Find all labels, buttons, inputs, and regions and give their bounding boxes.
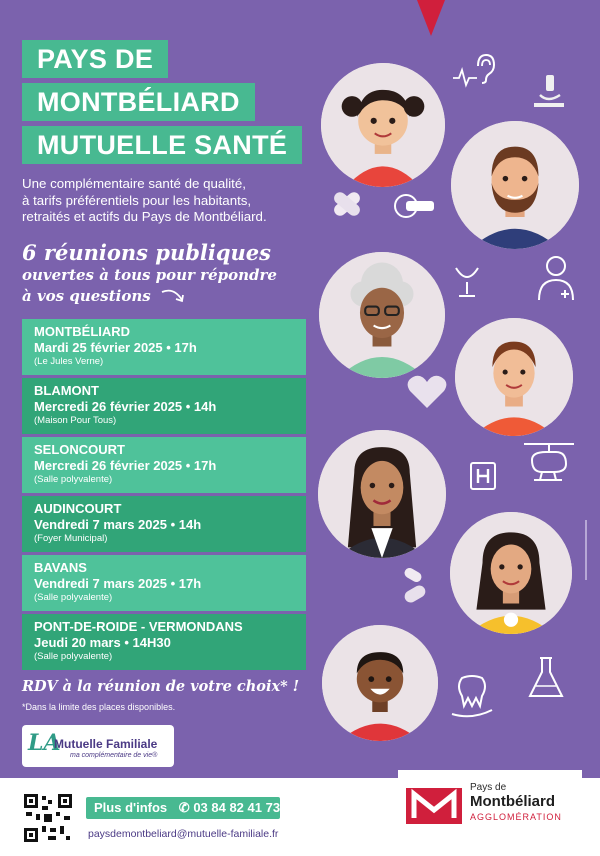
meeting-venue: (Maison Pour Tous): [34, 415, 117, 426]
curved-arrow-icon: [161, 289, 184, 303]
meeting-venue: (Salle polyvalente): [34, 651, 113, 662]
portrait-girl-pigtails: [321, 63, 445, 187]
qr-code-icon[interactable]: [24, 794, 72, 842]
microscope-icon: [534, 75, 564, 107]
mutuelle-familiale-logo: LA Mutuelle Familiale ma complémentaire …: [22, 725, 174, 767]
headline-open: ouvertes à tous pour répondre: [22, 266, 277, 284]
logo-name: Mutuelle Familiale: [54, 737, 158, 751]
hospital-icon: [470, 462, 496, 490]
contact-pill: Plus d'infos ✆ 03 84 82 41 73: [86, 797, 280, 819]
agglo-line-2: Montbéliard: [470, 793, 555, 810]
footer: Plus d'infos ✆ 03 84 82 41 73 paysdemont…: [0, 770, 600, 856]
red-triangle-decoration: [417, 0, 445, 36]
meeting-city: AUDINCOURT: [34, 501, 122, 516]
portrait-boy: [322, 625, 438, 741]
meeting-date: Vendredi 7 mars 2025 • 17h: [34, 576, 202, 591]
headline-questions: à vos questions: [22, 287, 151, 305]
intro-line: Une complémentaire santé de qualité,: [22, 176, 246, 191]
meeting-venue: (Le Jules Verne): [34, 356, 104, 367]
meeting-card: PONT-DE-ROIDE - VERMONDANS Jeudi 20 mars…: [22, 614, 306, 670]
intro-text: Une complémentaire santé de qualité, à t…: [22, 176, 312, 226]
rdv-callout: RDV à la réunion de votre choix* !: [22, 678, 300, 695]
pharmacy-cup-icon: [455, 267, 479, 297]
meeting-date: Vendredi 7 mars 2025 • 14h: [34, 517, 202, 532]
portrait-young-man: [455, 318, 573, 436]
logo-monogram: LA: [28, 730, 61, 756]
contact-phone[interactable]: 03 84 82 41 73: [193, 800, 281, 815]
headline-meetings: 6 réunions publiques: [22, 240, 271, 265]
doctor-icon: [538, 256, 574, 301]
meeting-venue: (Foyer Municipal): [34, 533, 108, 544]
meeting-date: Mercredi 26 février 2025 • 17h: [34, 458, 217, 473]
agglo-mark-icon: [406, 788, 462, 824]
meeting-venue: (Salle polyvalente): [34, 592, 113, 603]
title-line-1: PAYS DE: [22, 40, 169, 78]
intro-line: à tarifs préférentiels pour les habitant…: [22, 192, 252, 208]
meeting-city: SELONCOURT: [34, 442, 125, 457]
heart-icon: [407, 375, 447, 408]
portrait-bearded-man: [451, 121, 579, 249]
flask-icon: [528, 657, 564, 697]
scanner-icon: [394, 194, 434, 218]
footnote: *Dans la limite des places disponibles.: [22, 702, 176, 712]
meeting-card: BLAMONT Mercredi 26 février 2025 • 14h (…: [22, 378, 306, 434]
bandage-icon: [334, 192, 360, 216]
ear-icon: [477, 53, 496, 84]
intro-line: retraités et actifs du Pays de Montbélia…: [22, 209, 267, 224]
helicopter-icon: [524, 443, 574, 481]
tooth-icon: [451, 675, 493, 718]
meeting-card: SELONCOURT Mercredi 26 février 2025 • 17…: [22, 437, 306, 493]
stethoscope-icon: [453, 67, 477, 88]
meeting-city: PONT-DE-ROIDE - VERMONDANS: [34, 619, 243, 634]
meeting-date: Jeudi 20 mars • 14H30: [34, 635, 171, 650]
title-line-3: MUTUELLE SANTÉ: [22, 126, 303, 164]
portrait-grandmother: [319, 252, 445, 378]
contact-email[interactable]: paysdemontbeliard@mutuelle-familiale.fr: [88, 828, 279, 840]
meeting-venue: (Salle polyvalente): [34, 474, 113, 485]
vertical-credit-text: [585, 520, 587, 580]
montbeliard-agglo-logo: Pays de Montbéliard AGGLOMÉRATION: [398, 770, 582, 836]
meeting-card: MONTBÉLIARD Mardi 25 février 2025 • 17h …: [22, 319, 306, 375]
portrait-girl: [450, 512, 572, 634]
meeting-city: MONTBÉLIARD: [34, 324, 131, 339]
phone-icon: ✆: [178, 800, 190, 815]
meeting-date: Mardi 25 février 2025 • 17h: [34, 340, 197, 355]
agglo-line-3: AGGLOMÉRATION: [470, 812, 562, 822]
contact-label: Plus d'infos: [94, 800, 168, 815]
meeting-city: BAVANS: [34, 560, 87, 575]
meeting-card: BAVANS Vendredi 7 mars 2025 • 17h (Salle…: [22, 555, 306, 611]
logo-tagline: ma complémentaire de vie®: [70, 752, 158, 759]
portrait-woman: [318, 430, 446, 558]
pill-icon: [404, 568, 426, 603]
meeting-date: Mercredi 26 février 2025 • 14h: [34, 399, 217, 414]
title-line-2: MONTBÉLIARD: [22, 83, 255, 121]
meeting-card: AUDINCOURT Vendredi 7 mars 2025 • 14h (F…: [22, 496, 306, 552]
agglo-line-1: Pays de: [470, 782, 507, 793]
meeting-city: BLAMONT: [34, 383, 99, 398]
